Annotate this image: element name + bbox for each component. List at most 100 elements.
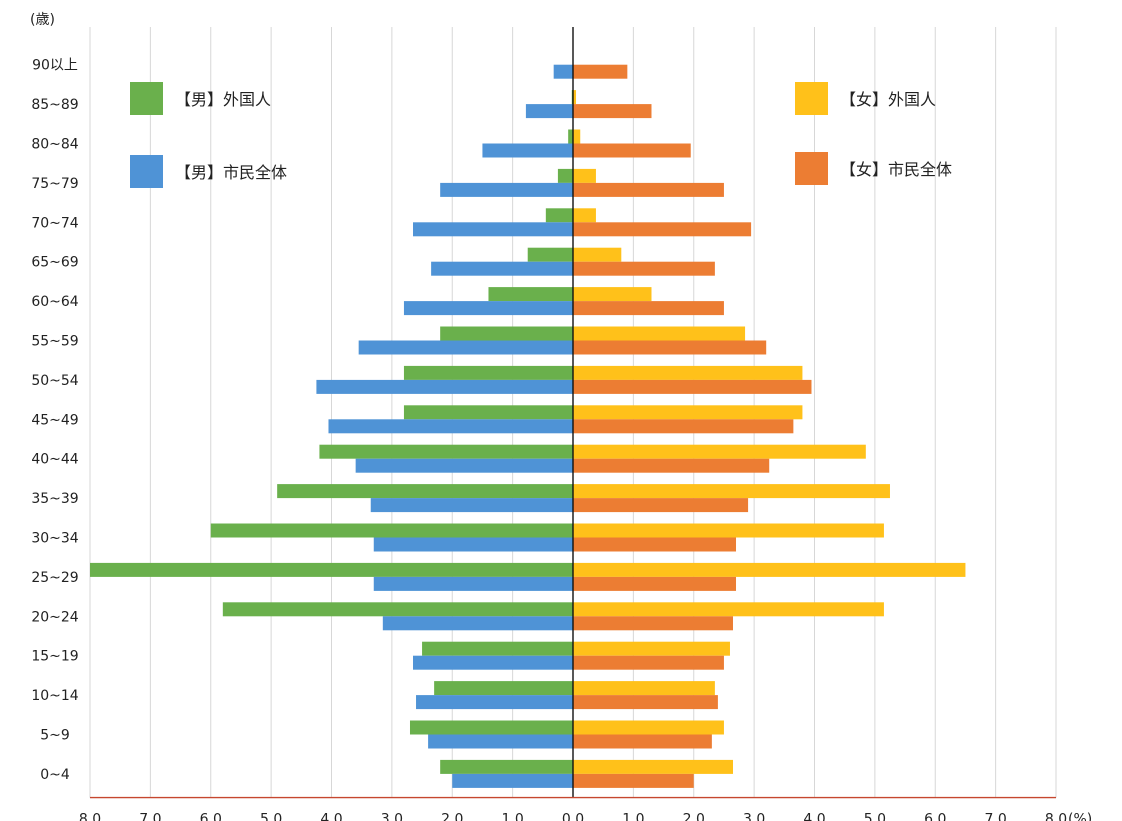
x-tick-label: 6.0 <box>924 812 946 821</box>
bar-female-all-4 <box>573 616 733 631</box>
bar-male-all-18 <box>553 64 573 79</box>
bar-male-foreign-6 <box>210 523 573 538</box>
bar-male-all-17 <box>525 104 573 119</box>
bar-female-all-6 <box>573 537 737 552</box>
x-tick-label: 4.0 <box>320 812 342 821</box>
bar-male-all-0 <box>452 773 573 788</box>
y-unit-label: (歳) <box>30 12 55 28</box>
bar-female-foreign-16 <box>573 129 581 144</box>
x-tick-label: 5.0 <box>864 812 886 821</box>
legend-swatch <box>130 155 163 188</box>
legend-swatch <box>795 82 828 115</box>
bar-female-all-18 <box>573 64 628 79</box>
x-tick-label: 7.0 <box>139 812 161 821</box>
bar-male-foreign-0 <box>440 759 573 774</box>
bar-male-all-14 <box>413 222 573 237</box>
bar-male-all-3 <box>413 655 573 670</box>
age-group-label: 65~69 <box>31 255 78 271</box>
age-group-label: 50~54 <box>31 373 78 389</box>
x-tick-label: 2.0 <box>683 812 705 821</box>
bar-male-all-2 <box>416 695 573 710</box>
bar-male-all-6 <box>373 537 573 552</box>
age-group-label: 25~29 <box>31 570 78 586</box>
x-tick-label: 2.0 <box>441 812 463 821</box>
bar-female-all-11 <box>573 340 767 355</box>
age-group-label: 45~49 <box>31 412 78 428</box>
age-group-label: 5~9 <box>40 728 70 744</box>
bar-male-all-11 <box>358 340 573 355</box>
bar-female-all-1 <box>573 734 712 749</box>
age-group-label: 75~79 <box>31 176 78 192</box>
bar-female-foreign-6 <box>573 523 884 538</box>
bar-female-foreign-17 <box>573 90 577 105</box>
bar-female-foreign-10 <box>573 365 803 380</box>
age-group-label: 10~14 <box>31 688 78 704</box>
bar-male-foreign-5 <box>90 562 573 577</box>
bar-female-foreign-12 <box>573 287 652 302</box>
x-unit-label: (%) <box>1068 812 1092 821</box>
labels-layer: 8.0 7.0 6.0 5.0 4.0 3.0 2.0 1.0 0.0 1.0 2.0 3.0 4.0 5… <box>30 12 1092 821</box>
legend-layer: 【男】外国人【男】市民全体 【女】外国人【女】市民全体 <box>130 82 952 188</box>
age-group-label: 80~84 <box>31 137 78 153</box>
x-tick-label: 1.0 <box>501 812 523 821</box>
bar-male-foreign-12 <box>488 287 573 302</box>
bar-female-all-12 <box>573 301 724 316</box>
bar-female-all-16 <box>573 143 691 158</box>
legend-label: 【男】外国人 <box>175 90 271 109</box>
bar-male-foreign-2 <box>434 681 573 696</box>
bar-male-all-13 <box>431 261 573 276</box>
age-group-label: 15~19 <box>31 649 78 665</box>
bar-female-foreign-13 <box>573 247 622 262</box>
x-tick-label: 6.0 <box>200 812 222 821</box>
bar-male-all-9 <box>328 419 573 434</box>
bar-female-foreign-3 <box>573 641 730 656</box>
bar-female-foreign-8 <box>573 444 866 459</box>
bar-female-all-9 <box>573 419 794 434</box>
bar-male-all-1 <box>428 734 573 749</box>
bar-female-foreign-0 <box>573 759 733 774</box>
bar-male-all-12 <box>403 301 573 316</box>
bar-male-foreign-16 <box>568 129 573 144</box>
bar-female-foreign-7 <box>573 484 890 499</box>
age-group-label: 85~89 <box>31 97 78 113</box>
bar-female-all-17 <box>573 104 652 119</box>
bar-female-foreign-2 <box>573 681 715 696</box>
bar-male-foreign-1 <box>409 720 573 735</box>
bar-male-foreign-14 <box>545 208 573 223</box>
legend-label: 【女】市民全体 <box>840 160 952 179</box>
bar-male-foreign-4 <box>222 602 573 617</box>
legend-label: 【女】外国人 <box>840 90 936 109</box>
bar-male-all-8 <box>355 458 573 473</box>
legend-swatch <box>795 152 828 185</box>
bars-layer <box>90 64 966 788</box>
bar-male-foreign-8 <box>319 444 573 459</box>
legend-label: 【男】市民全体 <box>175 163 287 182</box>
bar-male-foreign-10 <box>403 365 573 380</box>
x-tick-label: 4.0 <box>803 812 825 821</box>
age-group-label: 20~24 <box>31 609 78 625</box>
bar-female-foreign-9 <box>573 405 803 420</box>
bar-female-all-2 <box>573 695 718 710</box>
x-tick-label: 0.0 <box>562 812 584 821</box>
x-tick-label: 3.0 <box>743 812 765 821</box>
age-group-label: 35~39 <box>31 491 78 507</box>
bar-female-all-14 <box>573 222 752 237</box>
bar-female-all-3 <box>573 655 724 670</box>
bar-male-foreign-9 <box>403 405 573 420</box>
age-group-label: 90以上 <box>32 58 78 74</box>
bar-male-all-5 <box>373 576 573 591</box>
age-group-label: 40~44 <box>31 452 78 468</box>
bar-male-foreign-7 <box>277 484 573 499</box>
x-tick-label: 5.0 <box>260 812 282 821</box>
age-group-label: 60~64 <box>31 294 78 310</box>
bar-female-all-10 <box>573 379 812 394</box>
bar-female-foreign-11 <box>573 326 746 341</box>
bar-male-all-10 <box>316 379 573 394</box>
bar-female-all-13 <box>573 261 715 276</box>
bar-female-all-15 <box>573 182 724 197</box>
age-group-label: 0~4 <box>40 767 70 783</box>
bar-female-foreign-4 <box>573 602 884 617</box>
bar-male-all-16 <box>482 143 573 158</box>
